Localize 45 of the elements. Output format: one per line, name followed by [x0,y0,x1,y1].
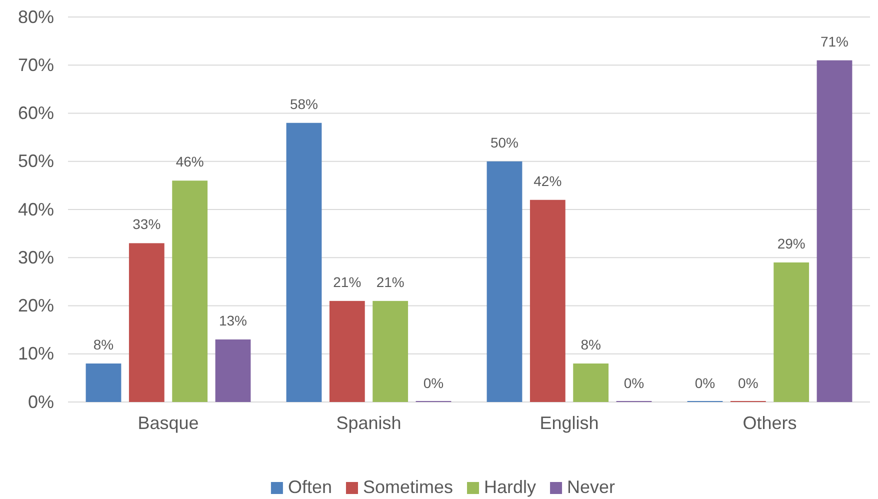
bar [486,161,522,402]
legend-label: Never [567,477,616,497]
data-label: 58% [290,96,318,112]
data-label: 0% [694,375,716,391]
data-label: 8% [580,336,601,352]
y-tick-label: 0% [28,392,54,412]
bar [816,60,852,402]
legend-label: Hardly [484,477,536,497]
data-label: 0% [624,375,644,391]
data-label: 21% [333,274,362,290]
bar [329,300,365,402]
y-tick-label: 50% [18,151,54,172]
bar [215,339,251,402]
x-tick-label: Others [742,412,797,433]
x-tick-label: Basque [138,412,199,433]
data-label: 50% [490,134,519,150]
data-label: 8% [93,336,114,352]
x-tick-label: English [540,412,599,433]
y-tick-label: 20% [18,296,54,316]
y-tick-label: 60% [18,103,54,124]
data-label: 29% [777,235,806,252]
x-tick-label: Spanish [336,412,402,433]
data-label: 0% [738,375,758,391]
bar [774,262,810,402]
bar [172,180,208,402]
y-tick-label: 80% [18,6,54,27]
y-tick-label: 30% [18,247,54,268]
y-tick-label: 10% [18,344,54,364]
bar [372,300,408,402]
data-label: 13% [218,312,248,328]
data-label: 0% [423,375,444,391]
y-tick-label: 70% [18,54,54,75]
bar [573,364,609,402]
bar [530,200,566,402]
bar [286,122,322,402]
y-tick-label: 40% [18,199,54,220]
data-label: 42% [534,172,562,189]
data-label: 33% [132,216,161,232]
legend-label: Often [288,477,332,497]
data-label: 21% [376,274,404,290]
data-label: 46% [176,154,204,170]
data-label: 71% [820,33,849,50]
bar [128,243,164,402]
legend-label: Sometimes [362,477,454,497]
bar [86,364,122,402]
